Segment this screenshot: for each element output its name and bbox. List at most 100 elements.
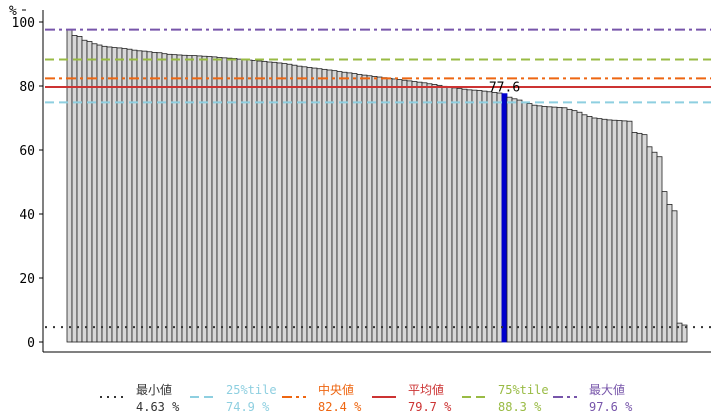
bar <box>366 75 373 343</box>
bar <box>201 55 208 343</box>
bar <box>221 57 228 343</box>
bar <box>461 88 468 343</box>
bar <box>511 98 518 343</box>
bar <box>331 70 338 343</box>
bar <box>426 83 433 343</box>
bar <box>356 74 363 343</box>
highlight-data-label: 77.6 <box>489 81 520 96</box>
bar <box>276 62 283 343</box>
bar <box>376 76 383 343</box>
bar <box>591 117 598 343</box>
bar <box>101 45 108 343</box>
bar <box>666 203 673 343</box>
bar <box>341 71 348 343</box>
bar <box>621 120 628 343</box>
bar <box>71 35 78 343</box>
bar <box>456 88 463 343</box>
legend-value-mean: 79.7 % <box>408 400 452 414</box>
legend: 最小値 4.63 % 25%tile 74.9 % 中央値 82.4 % 平均値 79.7 %… <box>100 382 633 414</box>
bar <box>601 118 608 343</box>
bar <box>526 103 533 343</box>
bar <box>81 39 88 343</box>
bar <box>466 89 473 343</box>
bar <box>521 101 528 343</box>
y-ticks-group: 0 20 40 60 80 100 <box>12 16 43 351</box>
bar <box>396 79 403 343</box>
bar <box>661 191 668 343</box>
bar <box>371 76 378 343</box>
bar <box>381 77 388 343</box>
bar <box>231 58 238 343</box>
bar <box>616 120 623 343</box>
bars-group <box>66 29 688 343</box>
bar <box>676 322 683 343</box>
bar <box>486 91 493 343</box>
bar <box>391 78 398 343</box>
bar <box>266 61 273 343</box>
bar <box>656 156 663 343</box>
bar <box>536 105 543 343</box>
bar <box>66 29 73 343</box>
bar <box>141 50 148 343</box>
bar <box>156 52 163 343</box>
bar <box>121 48 128 343</box>
bar <box>431 84 438 343</box>
bar <box>641 134 648 343</box>
bar <box>116 47 123 343</box>
axes-group: % <box>9 4 711 353</box>
bar <box>161 53 168 343</box>
bar <box>681 324 688 343</box>
bar <box>196 55 203 343</box>
bar <box>216 57 223 343</box>
legend-name-p25: 25%tile <box>226 383 277 397</box>
bar <box>211 56 218 343</box>
legend-name-max: 最大値 <box>589 382 625 397</box>
bar <box>441 85 448 343</box>
bar <box>326 69 333 343</box>
bar <box>351 73 358 343</box>
bar <box>626 120 633 343</box>
bar <box>651 151 658 343</box>
bar <box>446 86 453 343</box>
y-tick-label: 60 <box>19 144 35 159</box>
bar <box>126 48 133 343</box>
bar <box>551 106 558 343</box>
bar <box>131 49 138 343</box>
bar <box>566 108 573 343</box>
bar <box>191 55 198 343</box>
y-tick-label: 40 <box>19 208 35 223</box>
legend-value-max: 97.6 % <box>589 400 633 414</box>
y-tick-label: 0 <box>27 336 35 351</box>
bar <box>186 55 193 343</box>
bar <box>436 84 443 343</box>
bar <box>496 92 503 343</box>
bar <box>561 107 568 343</box>
bar <box>136 50 143 343</box>
reference-lines-group <box>45 28 711 329</box>
bar <box>646 146 653 343</box>
bar <box>166 53 173 343</box>
bar <box>556 107 563 343</box>
bar <box>471 89 478 343</box>
bar <box>316 68 323 343</box>
bar <box>531 104 538 343</box>
bar <box>541 106 548 343</box>
bar <box>546 106 553 343</box>
bar <box>151 52 158 343</box>
bar <box>581 114 588 343</box>
legend-name-median: 中央値 <box>318 382 354 397</box>
bar <box>281 63 288 343</box>
bar <box>306 67 313 343</box>
bar <box>206 56 213 343</box>
bar <box>361 74 368 343</box>
legend-name-p75: 75%tile <box>498 383 549 397</box>
bar <box>476 90 483 343</box>
bar <box>286 63 293 343</box>
legend-value-p75: 88.3 % <box>498 400 542 414</box>
bar <box>91 43 98 343</box>
legend-value-p25: 74.9 % <box>226 400 270 414</box>
bar <box>411 81 418 343</box>
bar <box>416 81 423 343</box>
y-tick-label: 80 <box>19 80 35 95</box>
